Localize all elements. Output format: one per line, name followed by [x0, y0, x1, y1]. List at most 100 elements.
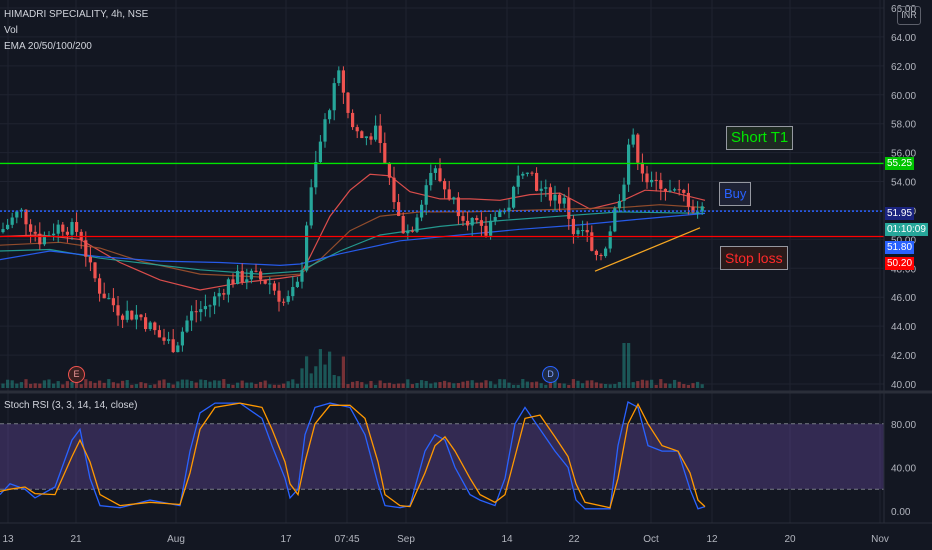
ema-label: EMA 20/50/100/200 [4, 41, 92, 52]
candle-body [604, 248, 608, 257]
candle-body [167, 339, 171, 341]
candle-body [52, 233, 56, 236]
time-tick-label: 14 [501, 534, 513, 545]
volume-bar [622, 343, 626, 388]
volume-bar [429, 383, 433, 388]
volume-bar [314, 366, 318, 388]
candle-body [622, 184, 626, 202]
candle-body [466, 220, 470, 226]
candle-body [682, 189, 686, 193]
volume-bar [650, 379, 654, 388]
stop-loss-label[interactable]: Stop loss [720, 246, 788, 270]
volume-bar [682, 384, 686, 388]
volume-bar [466, 380, 470, 388]
volume-bar [461, 381, 465, 388]
volume-bar [374, 384, 378, 388]
volume-bar [75, 382, 79, 388]
volume-bar [102, 382, 106, 388]
rsi-tick-label: 0.00 [891, 507, 911, 518]
short-t1-label[interactable]: Short T1 [726, 126, 794, 150]
volume-bar [452, 383, 456, 388]
volume-bar [351, 381, 355, 388]
candle-body [691, 206, 695, 213]
volume-bar [479, 382, 483, 388]
price-tick-label: 66.00 [891, 4, 916, 15]
volume-bar [185, 379, 189, 388]
volume-bar [171, 384, 175, 388]
volume-bar [410, 384, 414, 388]
candle-body [484, 225, 488, 236]
trendline [594, 227, 701, 272]
candle-body [525, 172, 529, 174]
candle-body [351, 112, 355, 128]
ema-value-tag: 51.80 [885, 241, 915, 254]
volume-bar [604, 383, 608, 388]
volume-bar [194, 382, 198, 388]
candle-body [38, 233, 42, 245]
volume-bar [438, 382, 442, 388]
volume-bar [521, 379, 525, 388]
volume-bar [305, 356, 309, 388]
price-tick-label: 60.00 [891, 91, 916, 102]
volume-bar [590, 380, 594, 388]
volume-bars [1, 343, 704, 388]
candle-body [631, 134, 635, 145]
volume-bar [139, 382, 143, 388]
volume-bar [493, 384, 497, 388]
time-tick-label: 12 [706, 534, 718, 545]
candle-body [24, 209, 28, 225]
candle-body [374, 125, 378, 140]
candle-body [6, 224, 10, 230]
candle-body [337, 70, 341, 84]
candle-body [401, 215, 405, 234]
candle-body [323, 119, 327, 142]
candle-body [438, 168, 442, 182]
candle-body [424, 185, 428, 205]
volume-bar [567, 384, 571, 388]
earnings-marker[interactable]: E [68, 366, 85, 383]
buy-label[interactable]: Buy [719, 182, 752, 206]
candle-body [470, 217, 474, 226]
volume-bar [673, 379, 677, 388]
candle-body [107, 298, 111, 300]
stoch-k-line [0, 401, 706, 510]
candle-body [673, 189, 677, 191]
candle-body [696, 211, 700, 213]
volume-bar [162, 379, 166, 388]
volume-bar [318, 349, 322, 388]
volume-bar [631, 382, 635, 388]
volume-bar [134, 384, 138, 388]
ema-line [0, 211, 706, 275]
currency-badge[interactable]: INR [897, 6, 921, 25]
volume-bar [79, 384, 83, 388]
volume-bar [231, 384, 235, 388]
candle-body [42, 235, 46, 245]
volume-bar [42, 380, 46, 388]
dividend-marker[interactable]: D [542, 366, 559, 383]
volume-bar [240, 380, 244, 388]
candle-body [640, 162, 644, 174]
candle-body [456, 197, 460, 217]
volume-bar [608, 384, 612, 388]
candle-body [590, 232, 594, 251]
volume-bar [111, 382, 115, 388]
volume-bar [585, 380, 589, 388]
volume-bar [10, 380, 14, 388]
volume-bar [6, 379, 10, 388]
volume-bar [121, 380, 125, 388]
candle-body [406, 230, 410, 234]
volume-bar [383, 383, 387, 388]
volume-bar [387, 382, 391, 388]
vol-label: Vol [4, 25, 18, 36]
candle-body [125, 310, 129, 320]
candle-body [268, 283, 272, 285]
volume-bar [507, 382, 511, 388]
volume-bar [249, 382, 253, 388]
candle-body [47, 235, 51, 237]
volume-bar [245, 382, 249, 388]
candle-body [613, 208, 617, 232]
volume-bar [56, 381, 60, 388]
volume-bar [98, 380, 102, 388]
candle-body [153, 322, 157, 331]
